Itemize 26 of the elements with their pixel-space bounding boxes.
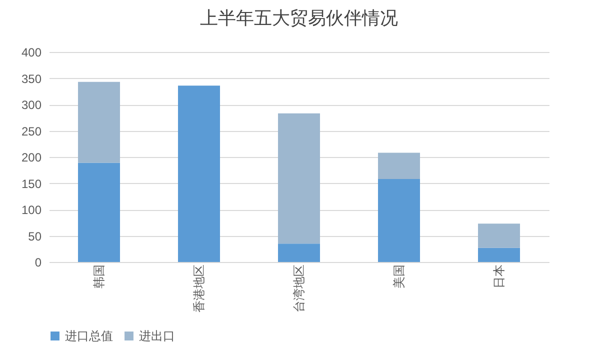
- bar: [278, 113, 320, 244]
- y-tick-label: 100: [21, 203, 42, 217]
- x-tick-label: 台湾地区: [292, 264, 306, 312]
- bar: [478, 224, 520, 248]
- y-tick-label: 300: [21, 98, 42, 112]
- y-tick-label: 200: [21, 150, 42, 164]
- bar: [378, 152, 420, 180]
- x-tick-label: 日本: [492, 264, 506, 288]
- y-tick-label: 150: [21, 176, 42, 191]
- bar: [78, 162, 120, 262]
- bar: [78, 82, 120, 163]
- x-tick-label: 香港地区: [192, 264, 206, 312]
- x-tick-label: 韩国: [92, 264, 106, 288]
- x-tick-label: 美国: [392, 264, 406, 288]
- chart-title: 上半年五大贸易伙伴情况: [200, 8, 398, 29]
- y-tick-label: 250: [21, 124, 42, 138]
- y-tick-label: 400: [21, 46, 42, 60]
- y-tick-label: 350: [21, 72, 42, 86]
- y-tick-label: 50: [28, 229, 42, 244]
- legend-label: 进口总值: [65, 329, 113, 343]
- y-tick-label: 0: [34, 256, 42, 270]
- bar: [278, 244, 320, 262]
- legend-label: 进出口: [139, 329, 175, 343]
- bar: [378, 179, 420, 262]
- bar: [178, 86, 220, 262]
- bar: [478, 248, 520, 262]
